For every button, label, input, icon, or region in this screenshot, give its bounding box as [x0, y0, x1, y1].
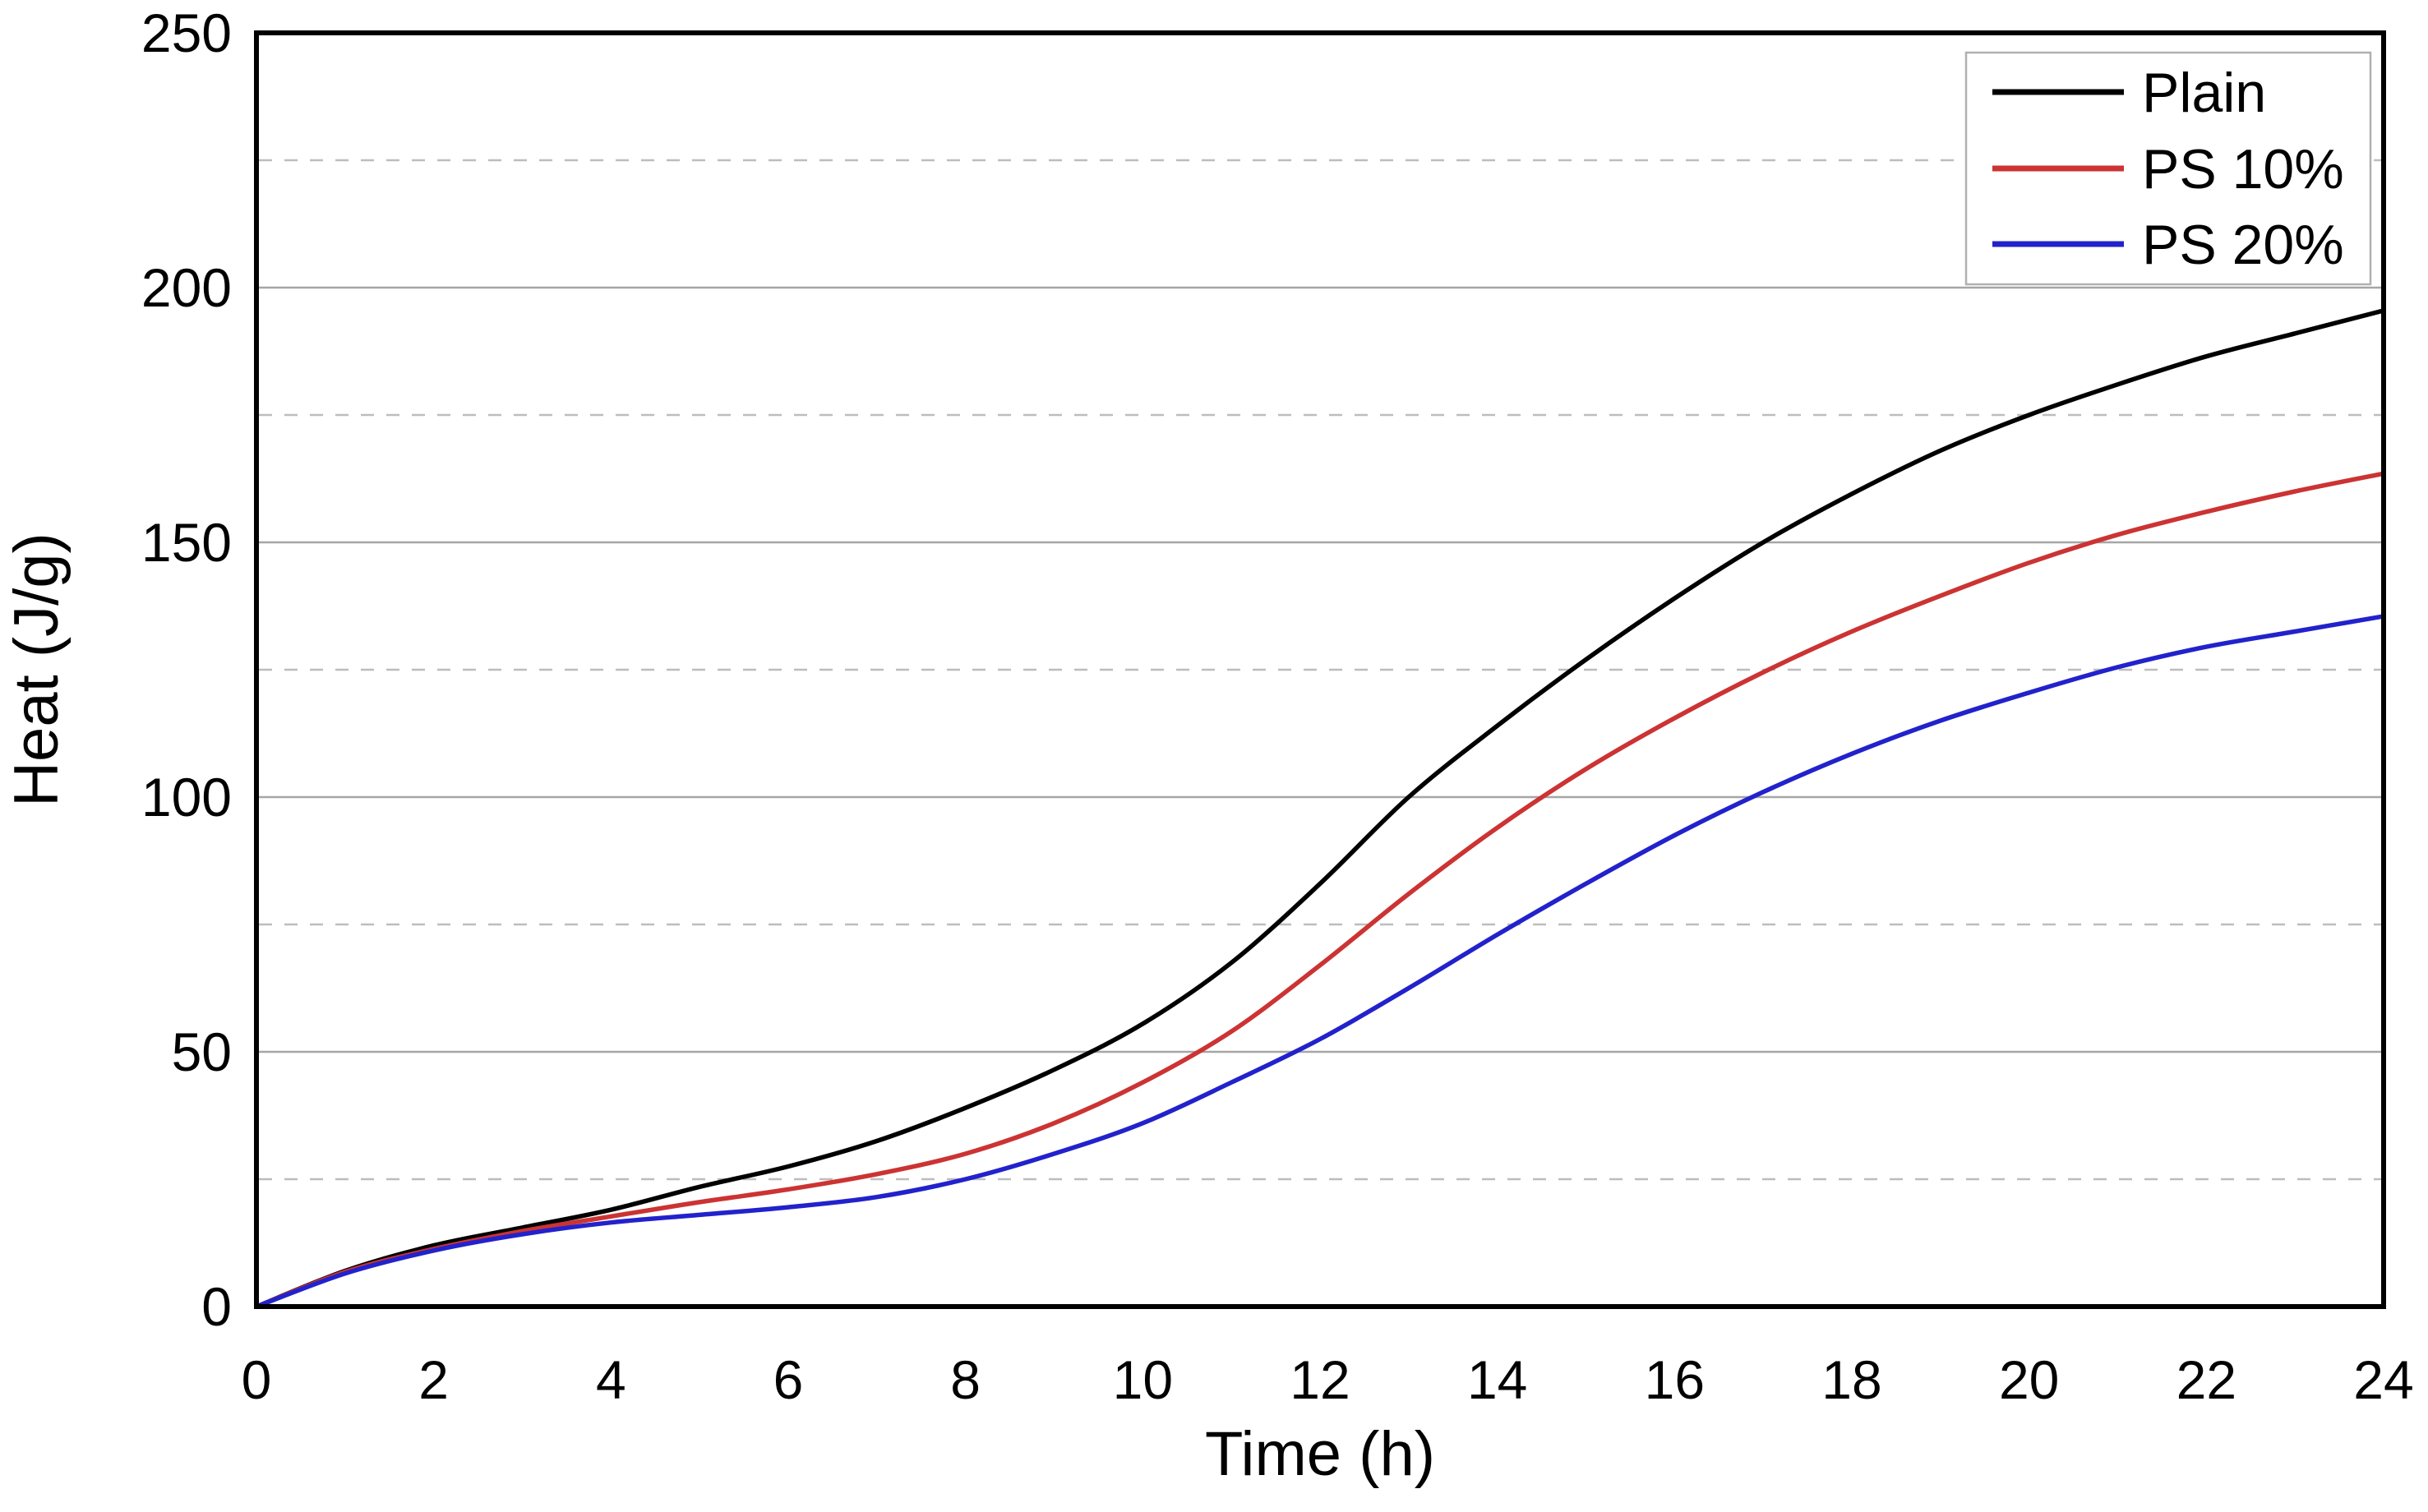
x-tick-label-20: 20 [1999, 1349, 2059, 1410]
legend-label-ps10: PS 10% [2142, 138, 2344, 201]
series-line-ps-10- [254, 471, 2386, 1309]
x-axis-tick-labels: 0 2 4 6 8 10 12 14 16 18 20 22 24 [242, 1349, 2414, 1410]
solid-gridlines [259, 286, 2381, 1053]
y-tick-label-0: 0 [201, 1276, 232, 1337]
legend-label-ps20: PS 20% [2142, 214, 2344, 276]
x-tick-label-22: 22 [2176, 1349, 2236, 1410]
x-tick-label-16: 16 [1645, 1349, 1705, 1410]
x-tick-label-10: 10 [1113, 1349, 1173, 1410]
x-tick-label-8: 8 [950, 1349, 981, 1410]
series-line-ps-20- [254, 614, 2386, 1309]
y-tick-label-150: 150 [141, 512, 232, 573]
x-tick-label-0: 0 [242, 1349, 272, 1410]
legend-item-ps20: PS 20% [1992, 214, 2344, 276]
x-tick-label-14: 14 [1467, 1349, 1527, 1410]
series-curves [254, 308, 2386, 1309]
x-tick-label-18: 18 [1821, 1349, 1881, 1410]
series-line-plain [254, 308, 2386, 1309]
x-tick-label-24: 24 [2353, 1349, 2413, 1410]
y-tick-label-100: 100 [141, 767, 232, 827]
dashed-gridlines [259, 159, 2381, 1181]
y-axis-title: Heat (J/g) [2, 532, 72, 807]
plot-frame [254, 30, 2386, 1309]
y-tick-label-250: 250 [141, 2, 232, 63]
x-tick-label-4: 4 [596, 1349, 626, 1410]
x-tick-label-2: 2 [418, 1349, 449, 1410]
y-tick-label-50: 50 [172, 1021, 232, 1082]
legend-label-plain: Plain [2142, 62, 2266, 124]
legend-item-plain: Plain [1992, 62, 2266, 124]
x-tick-label-12: 12 [1290, 1349, 1350, 1410]
y-axis-tick-labels: 0 50 100 150 200 250 [141, 2, 232, 1337]
legend-item-ps10: PS 10% [1992, 138, 2344, 201]
x-tick-label-6: 6 [773, 1349, 804, 1410]
y-tick-label-200: 200 [141, 257, 232, 318]
x-axis-title: Time (h) [1205, 1419, 1435, 1489]
legend: Plain PS 10% PS 20% [1964, 51, 2372, 286]
